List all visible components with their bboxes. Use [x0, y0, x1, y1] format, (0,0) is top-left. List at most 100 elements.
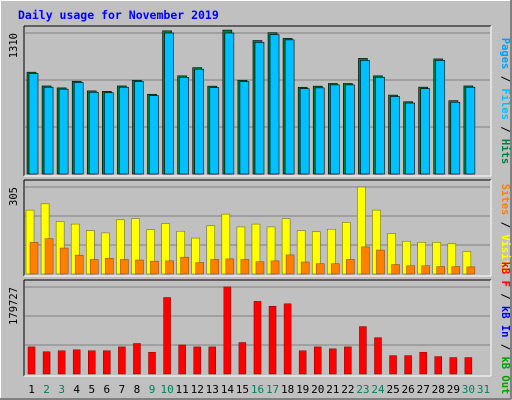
bar-sites: [285, 254, 295, 275]
day-label: 23: [356, 383, 369, 396]
day-label: 11: [176, 383, 189, 396]
day-label: 20: [311, 383, 324, 396]
bar-sites: [165, 260, 174, 275]
bar-kbf: [464, 357, 473, 375]
day-label: 8: [134, 383, 141, 396]
chart-title: Daily usage for November 2019: [18, 8, 219, 22]
bar-sites: [195, 262, 204, 275]
bar-sites: [120, 259, 129, 275]
bar-kbf: [449, 357, 458, 375]
bar-sites: [451, 266, 461, 275]
bar-kbf: [178, 344, 186, 375]
bar-files: [209, 87, 220, 175]
bar-sites: [406, 265, 415, 275]
bar-kbf: [374, 337, 382, 375]
bar-kbf: [238, 342, 247, 375]
bar-kbf: [133, 343, 141, 375]
bar-sites: [225, 258, 235, 275]
bar-sites: [105, 258, 114, 275]
bar-files: [375, 77, 385, 175]
bar-files: [134, 81, 144, 175]
bar-kbf: [329, 348, 337, 375]
panel-legend: kB F / kB In / kB Out: [499, 262, 511, 395]
bar-files: [119, 86, 129, 175]
bar-sites: [210, 259, 220, 275]
legend-item: Files: [499, 88, 511, 120]
bar-files: [345, 84, 355, 175]
legend-item: kB Out: [499, 356, 511, 394]
bar-files: [88, 92, 99, 175]
bar-kbf: [298, 350, 307, 375]
bar-kbf: [268, 305, 277, 375]
bar-files: [465, 86, 476, 175]
legend-item: Hits: [499, 139, 511, 164]
legend-item: Visits: [499, 234, 511, 272]
bar-kbf: [57, 350, 66, 375]
bar-sites: [255, 261, 265, 275]
bar-files: [254, 42, 265, 175]
bar-kbf: [223, 286, 232, 375]
bar-kbf: [283, 303, 292, 375]
bar-kbf: [359, 326, 367, 375]
bar-kbf: [72, 349, 81, 375]
day-label: 15: [236, 383, 249, 396]
bar-sites: [59, 247, 69, 275]
bar-files: [405, 102, 415, 175]
bar-sites: [240, 259, 250, 275]
day-label: 31: [477, 383, 490, 396]
legend-item: kB F: [499, 262, 511, 287]
bar-sites: [180, 256, 189, 275]
bar-files: [224, 32, 235, 175]
panel-visits-sites: 305 Sites / Visits: [8, 179, 511, 277]
bar-sites: [361, 246, 370, 275]
day-label: 4: [73, 383, 80, 396]
day-label: 25: [386, 383, 399, 396]
bar-kbf: [419, 351, 427, 375]
bar-files: [360, 60, 370, 175]
bar-sites: [391, 264, 400, 275]
bar-files: [43, 86, 54, 175]
day-label: 26: [402, 383, 415, 396]
day-label: 10: [160, 383, 173, 396]
bar-kbf: [148, 351, 156, 375]
bar-files: [164, 32, 174, 175]
bar-sites: [315, 263, 325, 275]
panel-kb-in-out: 179727 kB F / kB In / kB Out: [8, 262, 511, 395]
bar-kbf: [404, 355, 412, 375]
day-label: 14: [221, 383, 235, 396]
bar-files: [420, 88, 430, 175]
bar-sites: [300, 261, 310, 275]
bar-kbf: [253, 301, 262, 375]
day-label: 29: [447, 383, 460, 396]
y-max-label: 1310: [8, 33, 20, 58]
day-label: 30: [462, 383, 475, 396]
bar-kbf: [208, 346, 217, 375]
bar-sites: [331, 263, 340, 275]
day-label: 9: [149, 383, 156, 396]
y-max-label: 179727: [8, 287, 20, 325]
bar-sites: [376, 249, 385, 275]
bar-files: [435, 60, 446, 175]
bar-files: [179, 77, 189, 175]
bar-files: [194, 68, 205, 175]
day-label: 7: [119, 383, 126, 396]
bar-kbf: [88, 350, 96, 375]
bar-files: [28, 73, 39, 175]
bar-files: [299, 88, 310, 175]
panel-legend: Sites / Visits: [499, 184, 511, 273]
bar-files: [329, 84, 340, 175]
bar-sites: [90, 259, 99, 275]
bar-kbf: [103, 350, 111, 375]
legend-item: Pages: [499, 38, 511, 70]
bar-sites: [150, 260, 159, 275]
day-label: 2: [43, 383, 50, 396]
bar-kbf: [344, 346, 352, 375]
y-max-label: 305: [8, 187, 20, 206]
bar-kbf: [163, 297, 171, 375]
bar-kbf: [118, 346, 126, 375]
bar-kbf: [389, 355, 397, 375]
day-label: 5: [88, 383, 95, 396]
bar-files: [239, 81, 250, 175]
bar-files: [450, 101, 461, 175]
